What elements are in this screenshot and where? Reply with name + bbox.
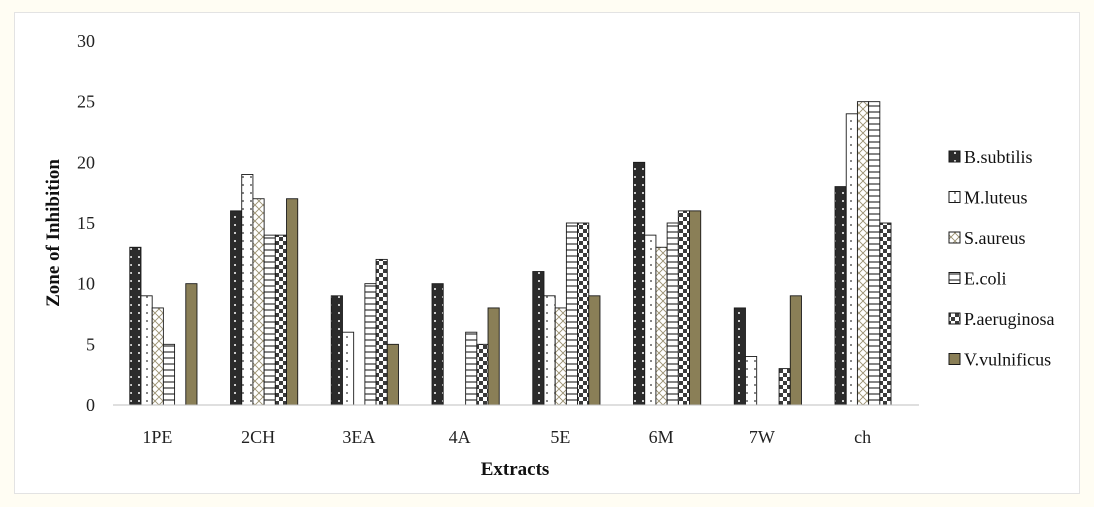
bar [185, 283, 198, 406]
bar [666, 222, 679, 406]
legend-label: E.coli [964, 269, 1007, 289]
bars-group [129, 101, 892, 406]
legend-swatch [948, 150, 961, 163]
bar [140, 295, 153, 406]
bar [364, 283, 377, 406]
bar [577, 222, 590, 406]
y-tick-label: 5 [86, 334, 95, 354]
y-tick-label: 0 [86, 395, 95, 415]
bar [330, 295, 343, 406]
x-tick-label: 2CH [241, 427, 275, 447]
bar [879, 222, 892, 406]
bar [162, 343, 176, 406]
bar [274, 234, 287, 406]
bar-chart: 0 5 10 15 20 25 30 1PE 2CH 3EA 4A 5E 6M 7W ch Extract… [43, 31, 1054, 480]
legend-label: V.vulnificus [964, 350, 1051, 370]
bar [241, 174, 254, 406]
legend-swatch [948, 191, 961, 203]
x-tick-label: 4A [449, 427, 471, 447]
chart-frame: 0 5 10 15 20 25 30 1PE 2CH 3EA 4A 5E 6M 7W ch Extract… [14, 12, 1080, 494]
x-tick-label: 7W [749, 427, 775, 447]
y-tick-label: 30 [77, 31, 95, 51]
bar [834, 186, 847, 406]
bar [252, 198, 265, 406]
y-axis-title: Zone of Inhibition [43, 159, 64, 307]
bar [733, 307, 746, 406]
bar [689, 210, 702, 406]
y-axis-ticks: 0 5 10 15 20 25 30 [77, 31, 95, 415]
bar [565, 222, 579, 406]
bar [386, 343, 399, 406]
bar [465, 331, 478, 406]
legend-swatch [948, 312, 961, 325]
bar [789, 295, 802, 406]
bar [543, 295, 556, 406]
bar [431, 283, 444, 406]
x-axis-ticks: 1PE 2CH 3EA 4A 5E 6M 7W ch [142, 427, 871, 447]
x-tick-label: ch [854, 427, 871, 447]
legend-swatch [948, 353, 961, 365]
y-tick-label: 10 [77, 274, 95, 294]
bar [151, 307, 164, 406]
x-axis-title: Extracts [481, 459, 550, 480]
bar [644, 234, 657, 406]
legend-label: S.aureus [964, 228, 1026, 248]
x-tick-label: 3EA [342, 427, 375, 447]
x-tick-label: 6M [649, 427, 674, 447]
legend: B.subtilis M.luteus S.aureus E.coli P.aerugi… [948, 147, 1054, 370]
bar [286, 198, 299, 406]
bar [532, 271, 545, 406]
bar [487, 307, 500, 406]
bar [778, 368, 791, 406]
legend-label: P.aeruginosa [964, 309, 1054, 329]
y-tick-label: 15 [77, 213, 95, 233]
bar [845, 113, 858, 406]
bar [633, 161, 646, 406]
bar [375, 258, 388, 406]
bar [856, 101, 870, 406]
x-tick-label: 5E [550, 427, 570, 447]
legend-label: B.subtilis [964, 147, 1033, 167]
bar [868, 101, 881, 406]
bar [677, 210, 690, 406]
bar [554, 307, 567, 406]
bar [476, 343, 489, 406]
legend-label: M.luteus [964, 188, 1028, 208]
bar [745, 356, 758, 406]
bar [263, 234, 276, 406]
bar [129, 246, 142, 406]
legend-swatch [948, 231, 961, 244]
bar [342, 331, 355, 406]
x-tick-label: 1PE [142, 427, 172, 447]
bar [230, 210, 243, 406]
y-tick-label: 20 [77, 152, 95, 172]
y-tick-label: 25 [77, 92, 95, 112]
bar [588, 295, 601, 406]
bar [655, 246, 668, 406]
legend-swatch [948, 272, 961, 284]
